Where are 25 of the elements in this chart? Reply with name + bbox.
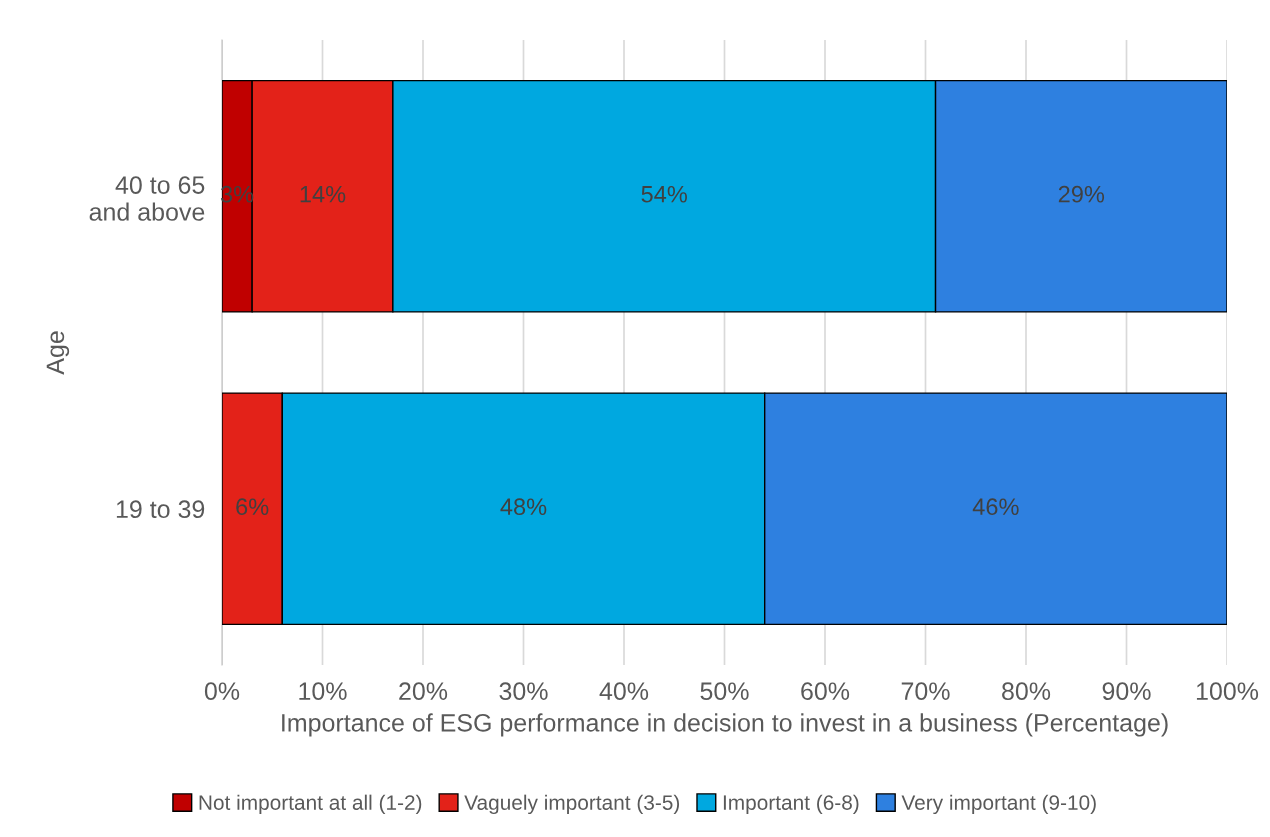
x-tick-label: 50%	[700, 682, 749, 701]
data-label: 29%	[1058, 185, 1105, 203]
data-label: 46%	[972, 498, 1019, 516]
y-axis-title: Age	[46, 331, 70, 375]
data-label: 48%	[500, 498, 547, 516]
x-tick-label: 80%	[1002, 682, 1051, 701]
legend-label: Vaguely important (3-5)	[464, 794, 680, 815]
x-tick-label: 90%	[1102, 682, 1151, 701]
data-label: 54%	[641, 185, 687, 203]
data-label: 14%	[300, 185, 346, 203]
x-tick-label: 10%	[299, 682, 347, 701]
x-tick-label: 30%	[499, 682, 548, 701]
x-tick-label: 60%	[801, 682, 850, 701]
y-tick-label: 19 to 39	[116, 500, 205, 519]
x-tick-label: 40%	[599, 682, 649, 701]
x-tick-label: 20%	[399, 682, 448, 701]
x-axis-title: Importance of ESG performance in decision to invest in a business (Percentage)	[282, 713, 1168, 737]
legend-label: Not important at all (1-2)	[199, 794, 422, 815]
legend-label: Important (6-8)	[723, 794, 859, 815]
legend-label: Very important (9-10)	[901, 794, 1096, 815]
x-tick-label: 0%	[204, 682, 240, 701]
y-tick-label: 40 to 65 and above	[89, 176, 205, 221]
data-label: 6%	[236, 498, 269, 516]
x-tick-label: 100%	[1196, 682, 1259, 701]
x-tick-label: 70%	[901, 682, 950, 701]
